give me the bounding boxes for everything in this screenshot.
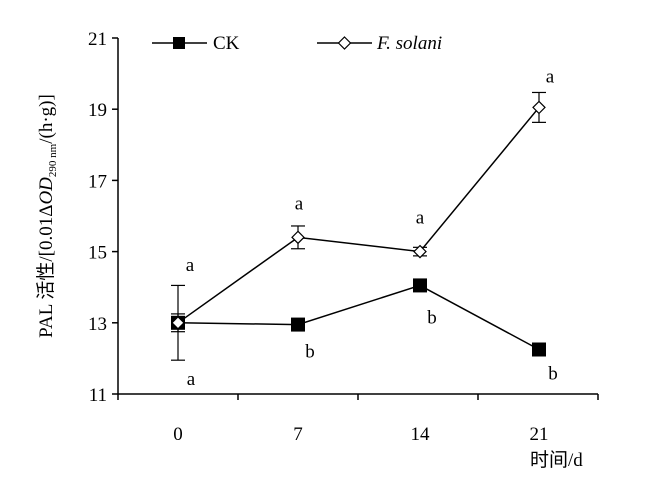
legend-fsolani-marker [337,36,352,50]
y-axis-label: PAL 活性/[0.01ΔOD290 nm/(h·g)] [35,94,59,338]
x-ticks: 0 7 14 21 [117,394,599,445]
significance-label-fsolani: a [416,208,425,229]
data-point-fsolani [171,315,185,330]
data-point-ck [532,342,546,357]
series-layer: a b b b a a a a [171,66,558,390]
data-point-fsolani [532,100,546,115]
x-tick-label: 0 [173,424,183,445]
data-point-fsolani [413,244,427,259]
data-point-fsolani [291,230,305,245]
y-tick-label: 19 [88,100,107,121]
significance-label-ck: b [548,364,558,385]
y-tick-label: 17 [88,171,107,192]
x-tick-label: 21 [530,424,549,445]
series-line-fsolani [177,106,540,324]
y-axis-label-od: OD [36,177,57,205]
series-fsolani: a a a a [171,66,555,333]
series-line-ck [177,284,540,351]
y-axis-label-sub: 290 nm [47,143,59,177]
data-point-ck [291,317,305,332]
data-point-ck [413,278,427,293]
significance-label-fsolani: a [186,255,195,276]
y-tick-label: 15 [88,243,107,264]
y-axis-label-prefix: PAL 活性/[0.01Δ [35,205,57,338]
significance-label-ck: a [187,369,196,390]
significance-label-fsolani: a [546,66,555,87]
y-axis-label-suffix: /(h·g)] [36,94,57,144]
x-tick-label: 7 [293,424,303,445]
y-ticks: 11 13 15 17 19 21 [88,29,118,406]
x-tick-label: 14 [411,424,431,445]
x-axis-label: 时间/d [530,449,583,471]
series-ck: a b b b [171,278,558,390]
significance-label-ck: b [427,307,437,328]
y-tick-label: 13 [88,314,107,335]
significance-label-fsolani: a [295,193,304,214]
y-tick-label: 11 [89,385,107,406]
y-tick-label: 21 [88,29,107,50]
legend-ck-marker [173,37,185,49]
legend-fsolani-label: F. solani [376,33,442,54]
legend-ck-label: CK [213,33,240,54]
significance-label-ck: b [305,342,315,363]
legend: CK F. solani [152,33,442,54]
